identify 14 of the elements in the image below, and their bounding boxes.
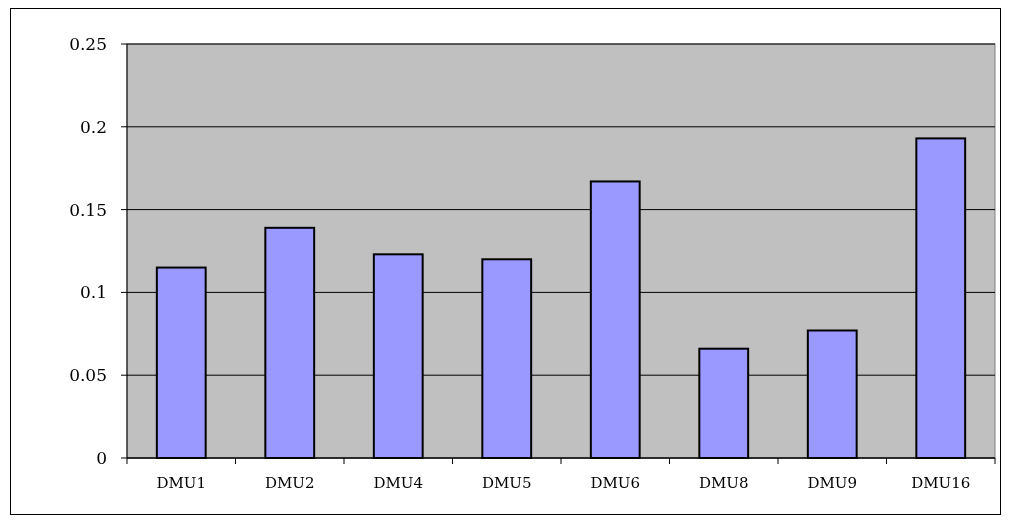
x-tick-label: DMU4: [373, 474, 424, 493]
x-tick-label: DMU16: [911, 474, 971, 493]
y-tick-label: 0.25: [69, 33, 107, 54]
x-tick-label: DMU6: [590, 474, 641, 493]
x-tick-label: DMU5: [481, 474, 532, 493]
x-tick-label: DMU2: [264, 474, 315, 493]
x-tick-label: DMU8: [698, 474, 749, 493]
x-tick-label: DMU1: [156, 474, 207, 493]
y-tick-label: 0.2: [79, 116, 107, 137]
y-tick-label: 0.05: [69, 365, 107, 386]
y-tick-label: 0.15: [69, 199, 107, 220]
y-tick-label: 0: [96, 447, 107, 468]
x-tick-label: DMU9: [807, 474, 858, 493]
y-tick-label: 0.1: [79, 282, 107, 303]
